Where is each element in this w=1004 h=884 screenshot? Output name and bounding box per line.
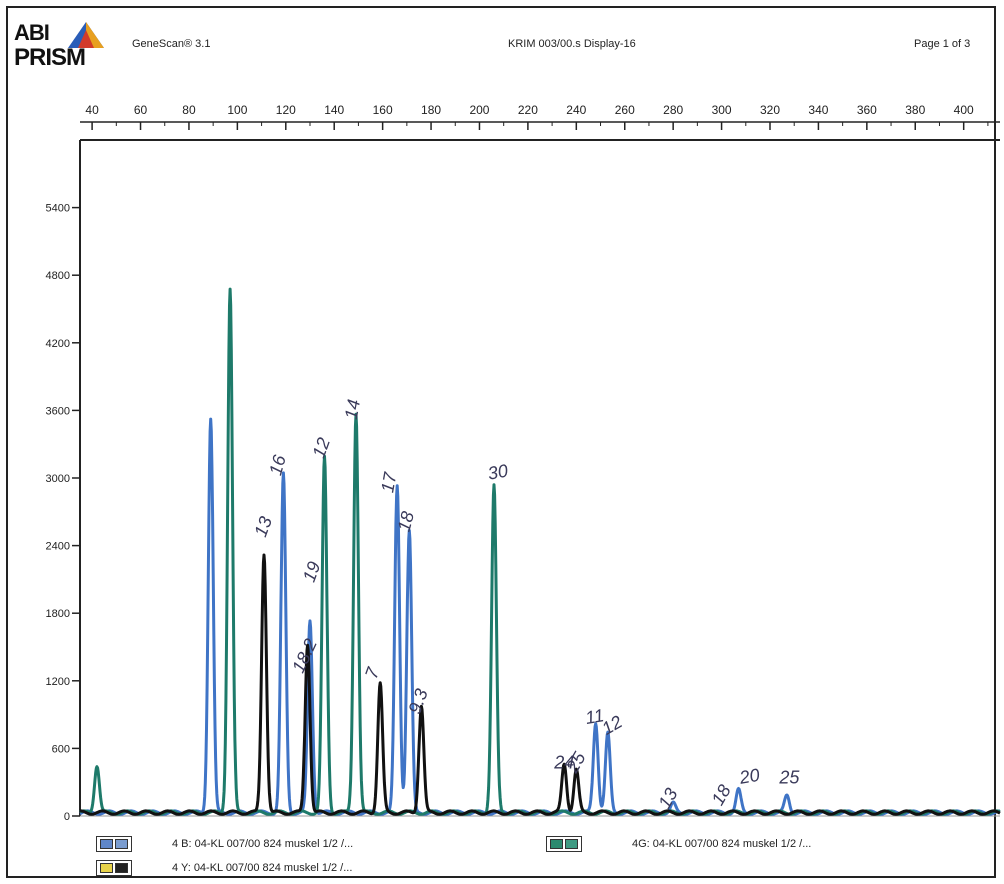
handwritten-peak-label: 7 — [361, 664, 384, 681]
handwritten-peak-label: 9.3 — [404, 686, 431, 716]
x-tick-label: 240 — [566, 103, 586, 117]
handwritten-peak-label: 14 — [341, 398, 364, 421]
y-tick-label: 1200 — [46, 676, 70, 688]
x-tick-label: 80 — [182, 103, 196, 117]
yellow-channel-swatch — [96, 860, 132, 876]
x-tick-label: 160 — [373, 103, 393, 117]
y-tick-label: 600 — [52, 743, 70, 755]
logo-text-bottom: PRISM — [14, 44, 86, 71]
y-tick-label: 5400 — [46, 203, 70, 215]
x-tick-label: 300 — [712, 103, 732, 117]
y-tick-label: 1800 — [46, 608, 70, 620]
handwritten-peak-label: 18 — [394, 509, 419, 534]
handwritten-peak-label: 11 — [584, 705, 606, 728]
y-tick-label: 2400 — [46, 541, 70, 553]
abi-prism-logo: ABI PRISM — [14, 20, 114, 78]
series-trace — [79, 287, 1001, 816]
y-tick-label: 0 — [64, 811, 70, 823]
page-indicator: Page 1 of 3 — [914, 38, 971, 50]
x-tick-label: 320 — [760, 103, 780, 117]
x-tick-label: 100 — [227, 103, 247, 117]
x-tick-label: 360 — [857, 103, 877, 117]
handwritten-peak-label: 24 — [553, 753, 574, 773]
x-tick-label: 140 — [324, 103, 344, 117]
x-tick-label: 260 — [615, 103, 635, 117]
y-tick-label: 4200 — [46, 338, 70, 350]
handwritten-peak-label: 16 — [265, 452, 290, 477]
x-tick-label: 60 — [134, 103, 148, 117]
x-tick-label: 180 — [421, 103, 441, 117]
handwritten-peak-label: 13 — [250, 514, 276, 540]
handwritten-peak-label: 18 — [708, 781, 735, 808]
handwritten-peak-label: 20 — [737, 765, 761, 788]
handwritten-peak-label: 19 — [299, 559, 325, 585]
x-tick-label: 340 — [808, 103, 828, 117]
legend-yellow-series: 4 Y: 04-KL 007/00 824 muskel 1/2 /... — [172, 862, 353, 874]
y-tick-label: 3600 — [46, 405, 70, 417]
x-tick-label: 40 — [85, 103, 99, 117]
x-tick-label: 380 — [905, 103, 925, 117]
legend-blue-series: 4 B: 04-KL 007/00 824 muskel 1/2 /... — [172, 838, 354, 850]
y-tick-label: 4800 — [46, 270, 70, 282]
handwritten-peak-label: 17 — [377, 470, 400, 494]
x-tick-label: 200 — [469, 103, 489, 117]
x-tick-label: 280 — [663, 103, 683, 117]
window-frame — [6, 6, 996, 878]
handwritten-peak-label: 12 — [308, 435, 334, 461]
green-channel-swatch — [546, 836, 582, 852]
app-name: GeneScan® 3.1 — [132, 38, 211, 50]
legend-green-series: 4G: 04-KL 007/00 824 muskel 1/2 /... — [632, 838, 812, 850]
series-trace — [79, 417, 1001, 816]
x-tick-label: 120 — [276, 103, 296, 117]
blue-channel-swatch — [96, 836, 132, 852]
x-tick-label: 400 — [954, 103, 974, 117]
handwritten-peak-label: 25 — [778, 767, 800, 787]
prism-icon — [68, 22, 104, 48]
handwritten-peak-label: 30 — [486, 461, 509, 484]
file-title: KRIM 003/00.s Display-16 — [508, 38, 636, 50]
y-tick-label: 3000 — [46, 473, 70, 485]
x-tick-label: 220 — [518, 103, 538, 117]
series-trace — [79, 553, 1001, 816]
handwritten-peak-label: 18.2 — [288, 636, 321, 676]
logo-text-top: ABI — [14, 20, 50, 45]
